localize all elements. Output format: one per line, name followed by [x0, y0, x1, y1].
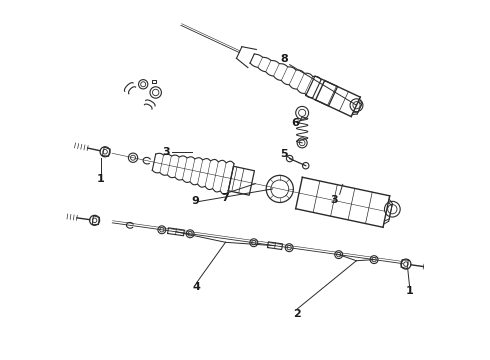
Text: 2: 2 [293, 309, 301, 319]
Text: 9: 9 [191, 197, 199, 206]
Text: 7: 7 [221, 193, 229, 203]
Text: 4: 4 [193, 282, 201, 292]
Text: 5: 5 [280, 149, 288, 159]
Text: 1: 1 [406, 286, 414, 296]
Text: 8: 8 [280, 54, 288, 64]
Text: 3: 3 [330, 195, 338, 204]
Text: 1: 1 [97, 174, 105, 184]
Text: 6: 6 [291, 118, 299, 128]
Text: 3: 3 [163, 147, 170, 157]
